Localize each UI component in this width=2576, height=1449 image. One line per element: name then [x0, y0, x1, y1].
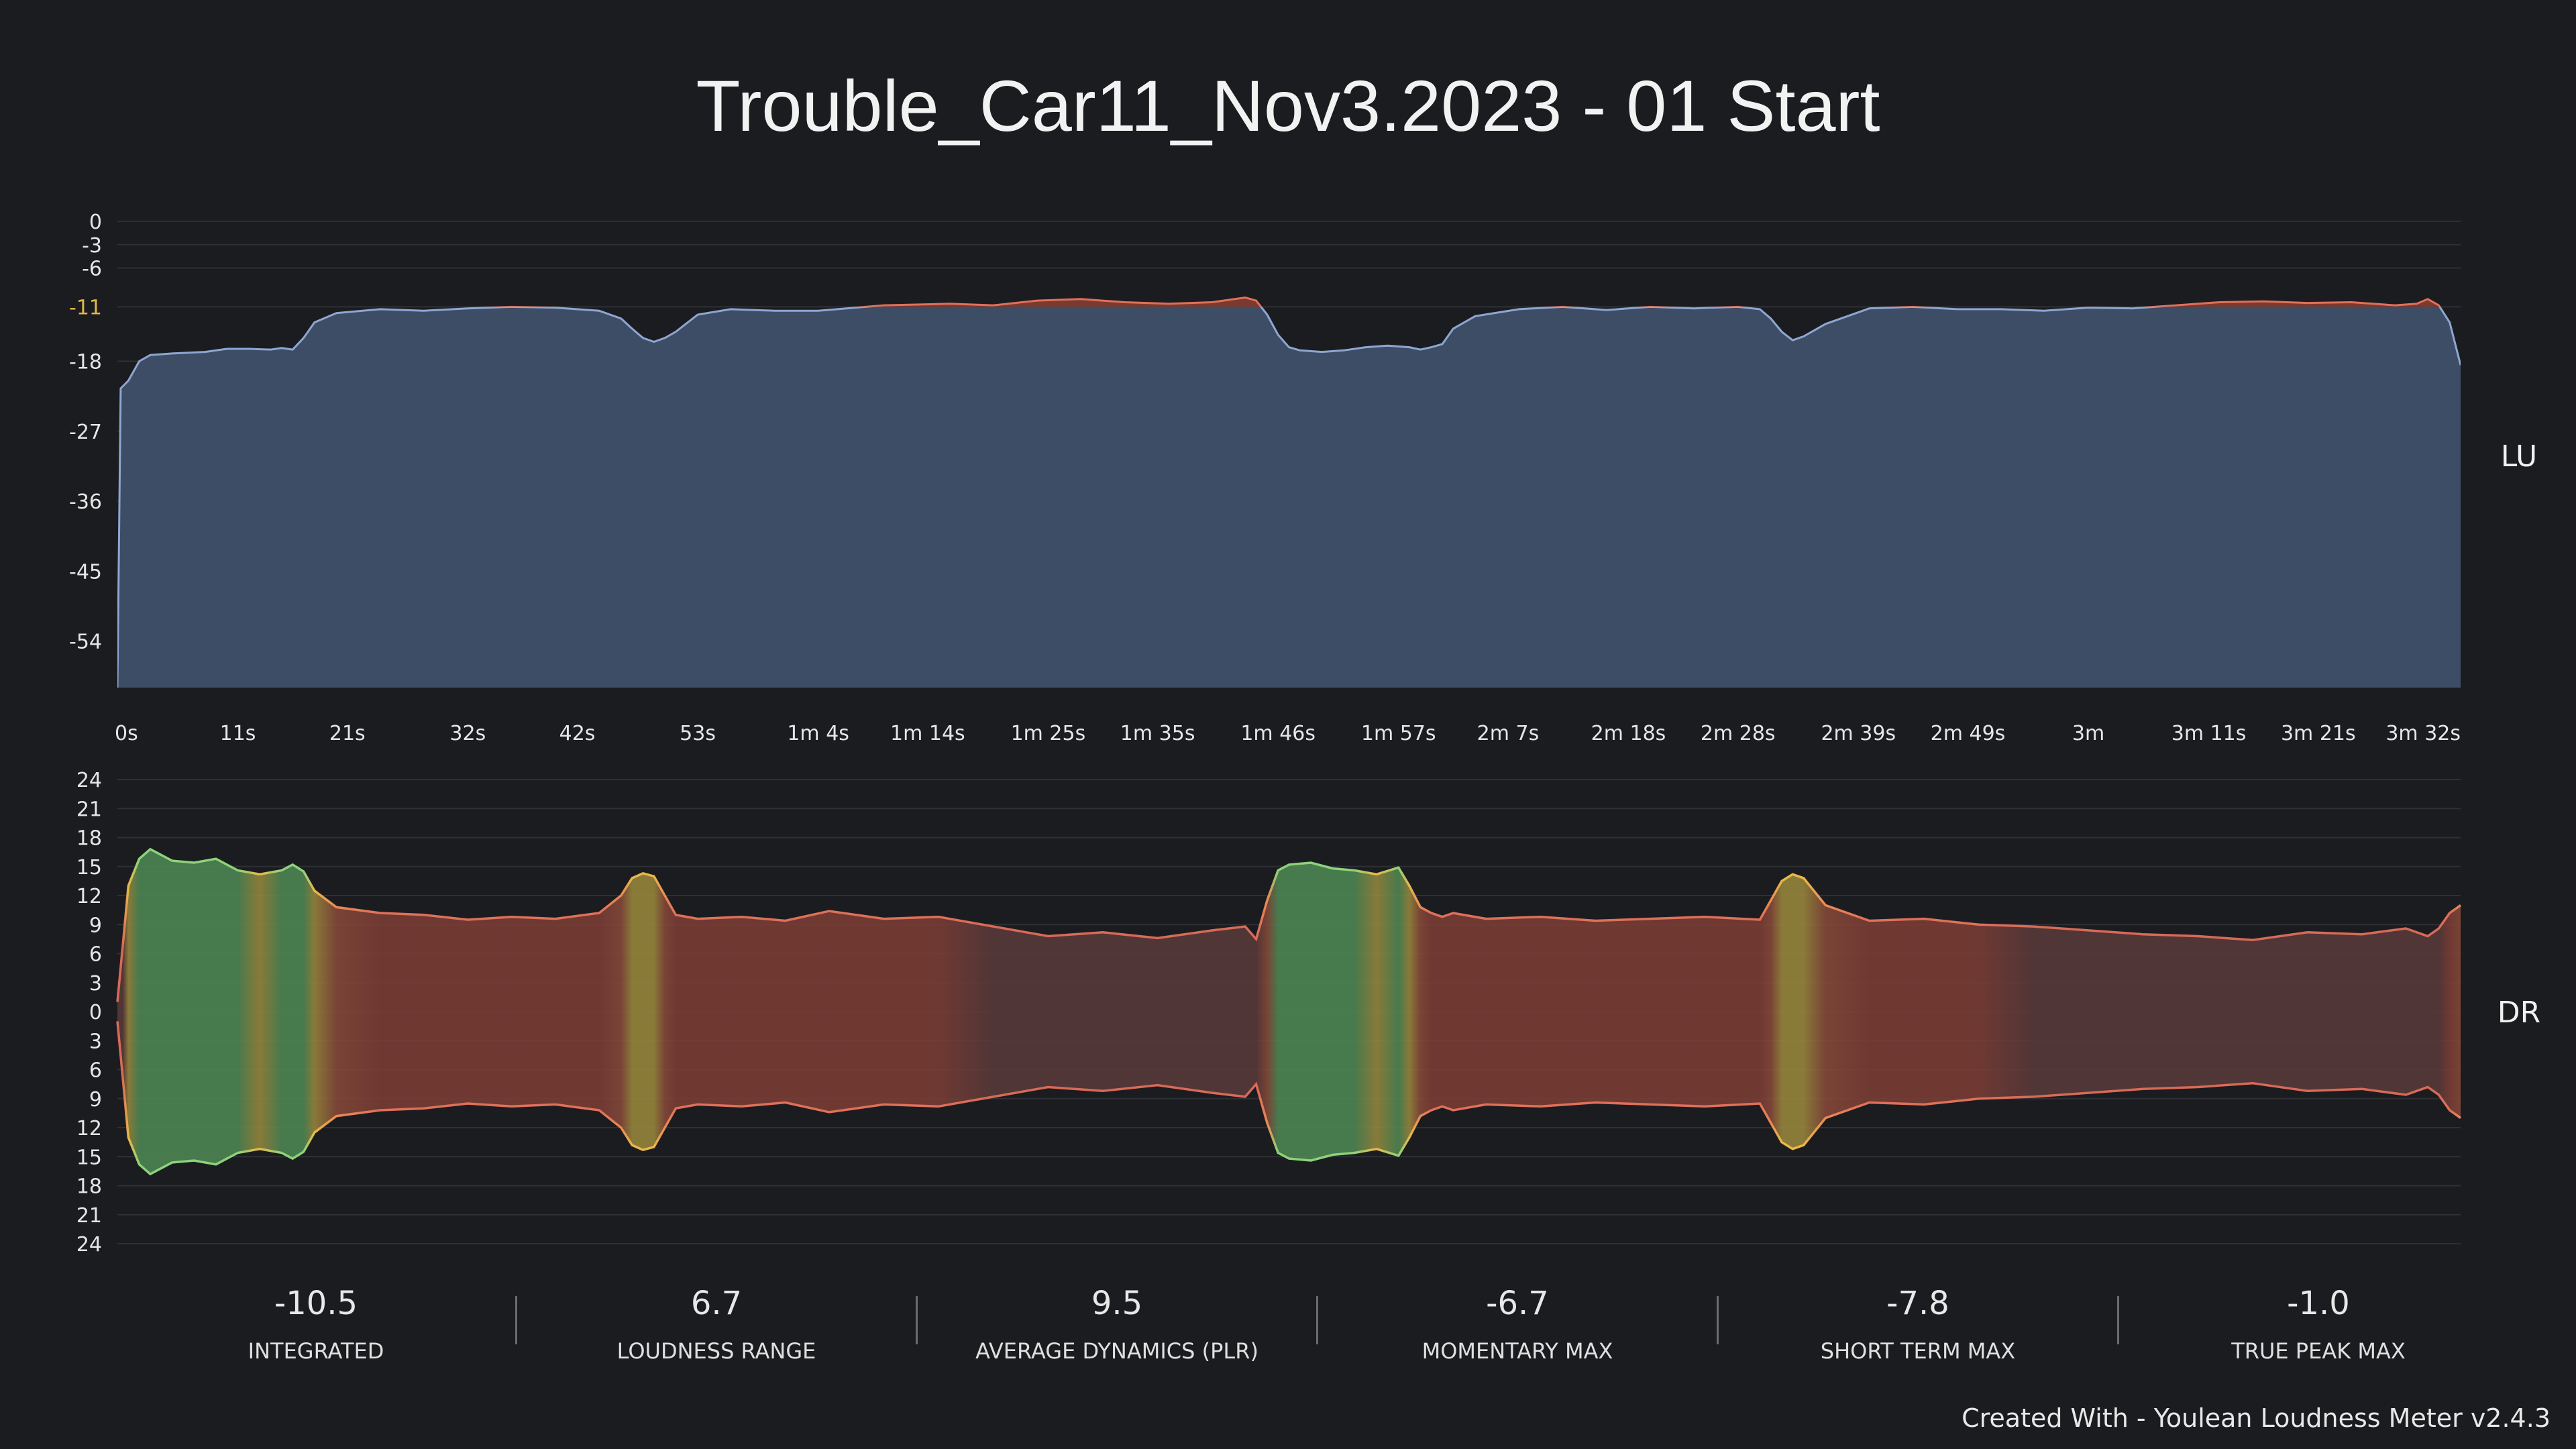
x-tick-label: 2m 18s — [1591, 722, 1666, 745]
y-tick-label: 3 — [89, 1030, 102, 1053]
dynamic-range-panel: 24 21 18 15 12 9 6 3 0 3 6 9 12 15 18 21 24 DR — [76, 769, 2540, 1256]
dynamic-range-upper-line — [116, 847, 2462, 1002]
stat-loudness-range-label: LOUDNESS RANGE — [616, 1338, 816, 1364]
y-tick-label: 12 — [76, 1117, 102, 1140]
dynamic-range-lower-line — [116, 1021, 2462, 1176]
y-tick-label: -54 — [69, 631, 102, 654]
stat-short-term-max-label: SHORT TERM MAX — [1820, 1338, 2016, 1364]
loudness-side-label: LU — [2501, 439, 2538, 474]
stat-divider — [916, 1296, 918, 1344]
y-tick-label: 18 — [76, 827, 102, 851]
y-tick-label: 3 — [89, 972, 102, 996]
y-tick-label: 6 — [89, 943, 102, 967]
y-tick-label: -36 — [69, 490, 102, 514]
x-tick-label: 2m 7s — [1477, 722, 1540, 745]
y-tick-label: -3 — [82, 234, 102, 258]
stat-average-dynamics-label: AVERAGE DYNAMICS (PLR) — [975, 1338, 1258, 1364]
x-tick-label: 1m 46s — [1240, 722, 1316, 745]
y-tick-label: 9 — [89, 1088, 102, 1112]
stat-divider — [1717, 1296, 1719, 1344]
x-tick-label: 2m 49s — [1931, 722, 2006, 745]
y-tick-label: 6 — [89, 1059, 102, 1083]
y-tick-label: -6 — [82, 258, 102, 281]
x-tick-label: 42s — [559, 722, 596, 745]
stat-divider — [515, 1296, 517, 1344]
y-tick-label: -45 — [69, 560, 102, 584]
stat-loudness-range-value: 6.7 — [690, 1285, 743, 1322]
x-tick-label: 2m 39s — [1821, 722, 1896, 745]
stat-short-term-max-value: -7.8 — [1886, 1285, 1949, 1322]
loudness-over-target-area — [511, 297, 2440, 307]
y-tick-label: -11 — [69, 296, 102, 319]
dynamic-range-side-label: DR — [2498, 996, 2540, 1030]
x-tick-label: 0s — [115, 722, 138, 745]
x-tick-label: 1m 4s — [787, 722, 849, 745]
x-tick-label: 21s — [329, 722, 366, 745]
x-tick-label: 32s — [449, 722, 486, 745]
x-tick-label: 11s — [220, 722, 256, 745]
credit-text: Created With - Youlean Loudness Meter v2… — [1962, 1403, 2551, 1433]
stat-momentary-max-label: MOMENTARY MAX — [1421, 1338, 1613, 1364]
stat-divider — [1316, 1296, 1318, 1344]
x-tick-label: 1m 35s — [1120, 722, 1195, 745]
y-tick-label: 15 — [76, 1146, 102, 1169]
x-tick-label: 3m 11s — [2171, 722, 2247, 745]
x-tick-label: 1m 57s — [1361, 722, 1436, 745]
x-tick-label: 53s — [680, 722, 716, 745]
y-tick-label: 9 — [89, 914, 102, 937]
stat-divider — [2117, 1296, 2119, 1344]
loudness-area — [117, 307, 2461, 688]
y-tick-label: 12 — [76, 885, 102, 908]
loudness-panel: 0-3-6 -11 -18 -27 -36 -45 -54 0s 11s 21s 32s 42s 53s… — [69, 211, 2537, 745]
y-tick-label: 24 — [76, 1233, 102, 1256]
loudness-line — [117, 307, 2461, 688]
x-tick-label: 2m 28s — [1701, 722, 1776, 745]
chart-title: Trouble_Car11_Nov3.2023 - 01 Start — [696, 65, 1880, 146]
x-tick-label: 1m 14s — [890, 722, 965, 745]
x-tick-label: 3m 21s — [2281, 722, 2356, 745]
y-tick-label: -18 — [69, 351, 102, 374]
y-tick-label: 0 — [89, 211, 102, 234]
stat-true-peak-max-value: -1.0 — [2287, 1285, 2350, 1322]
y-tick-label: 0 — [89, 1001, 102, 1024]
stat-momentary-max-value: -6.7 — [1486, 1285, 1549, 1322]
stat-integrated-label: INTEGRATED — [248, 1338, 384, 1364]
y-tick-label: 15 — [76, 856, 102, 879]
x-tick-label: 3m — [2072, 722, 2104, 745]
y-tick-label: 21 — [76, 798, 102, 821]
y-tick-label: 24 — [76, 769, 102, 792]
x-tick-label: 1m 25s — [1011, 722, 1086, 745]
y-tick-label: 21 — [76, 1204, 102, 1228]
stat-integrated-value: -10.5 — [274, 1285, 358, 1322]
stat-true-peak-max-label: TRUE PEAK MAX — [2231, 1338, 2406, 1364]
y-tick-label: -27 — [69, 421, 102, 444]
stat-average-dynamics-value: 9.5 — [1091, 1285, 1143, 1322]
dynamic-range-band — [117, 849, 2461, 1175]
x-tick-label: 3m 32s — [2385, 722, 2461, 745]
y-tick-label: 18 — [76, 1175, 102, 1199]
